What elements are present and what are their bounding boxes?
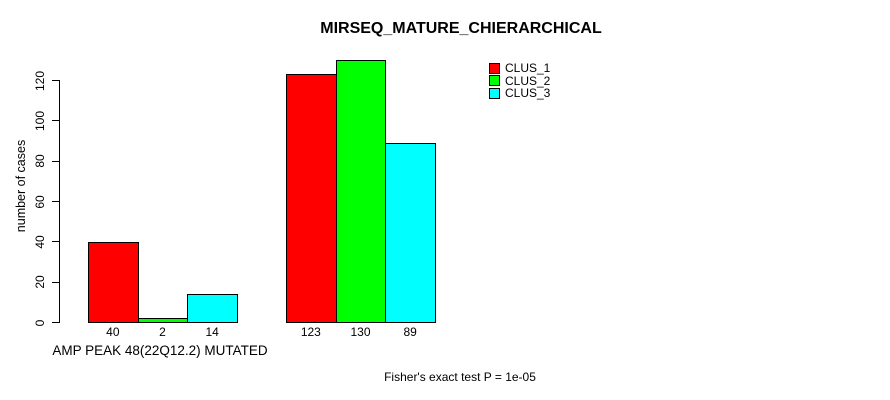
y-axis-label: number of cases [14, 139, 28, 233]
chart-title: MIRSEQ_MATURE_CHIERARCHICAL [320, 20, 602, 37]
bar-value-label: 123 [300, 325, 321, 339]
legend-swatch [489, 87, 500, 99]
legend-item-clus_2: CLUS_2 [489, 75, 550, 87]
bar-value-label: 89 [403, 325, 417, 339]
legend-label: CLUS_3 [505, 86, 551, 100]
bar-clus_3-group-2 [385, 143, 436, 324]
legend-label: CLUS_1 [505, 61, 551, 75]
y-tick-label: 0 [33, 319, 47, 326]
y-tick [52, 241, 59, 243]
y-axis [59, 80, 60, 323]
y-tick [52, 160, 59, 162]
y-tick-label: 100 [33, 110, 47, 131]
bar-value-label: 40 [106, 325, 120, 339]
footnote: Fisher's exact test P = 1e-05 [384, 370, 536, 384]
y-tick-label: 120 [33, 70, 47, 91]
y-tick-label: 40 [33, 235, 47, 249]
bar-value-label: 2 [159, 325, 166, 339]
y-tick [52, 201, 59, 202]
y-tick [52, 281, 59, 283]
bar-clus_2-group-1 [137, 318, 189, 324]
legend-item-clus_3: CLUS_3 [489, 87, 550, 99]
y-tick-label: 80 [33, 154, 47, 168]
bar-value-label: 130 [350, 325, 371, 339]
y-tick-label: 60 [33, 194, 47, 209]
y-tick-label: 20 [33, 275, 47, 289]
bar-clus_3-group-1 [187, 294, 238, 324]
y-tick [52, 322, 59, 323]
bar-clus_1-group-1 [88, 241, 139, 324]
legend-item-clus_1: CLUS_1 [489, 62, 550, 74]
bar-value-label: 14 [205, 325, 219, 339]
legend-swatch [489, 75, 500, 86]
legend-label: CLUS_2 [505, 73, 551, 88]
y-tick [52, 120, 59, 122]
x-axis-label: AMP PEAK 48(22Q12.2) MUTATED [52, 343, 268, 358]
legend-swatch [489, 62, 500, 74]
y-tick [52, 80, 59, 81]
bar-clus_1-group-2 [286, 74, 337, 324]
bar-clus_2-group-2 [335, 60, 387, 324]
